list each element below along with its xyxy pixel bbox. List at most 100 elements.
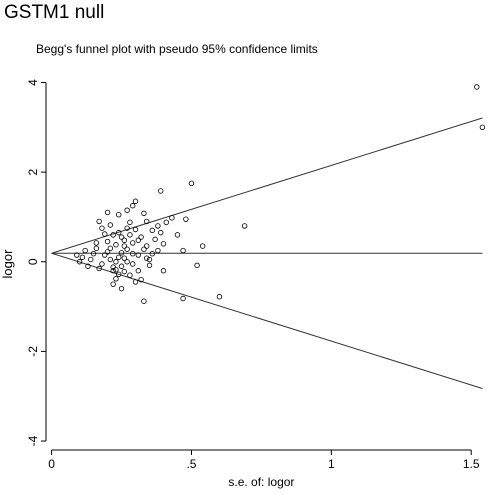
study-point bbox=[199, 243, 206, 249]
study-point bbox=[116, 271, 122, 278]
study-point bbox=[141, 298, 147, 304]
study-point bbox=[135, 268, 142, 274]
lower-confidence-limit bbox=[51, 252, 483, 390]
study-point bbox=[121, 237, 128, 243]
study-point bbox=[107, 256, 114, 263]
study-point bbox=[110, 232, 116, 238]
study-point bbox=[474, 84, 480, 90]
study-point bbox=[116, 211, 122, 218]
study-point bbox=[121, 255, 128, 261]
study-point bbox=[82, 247, 88, 254]
study-point bbox=[107, 222, 114, 228]
study-point bbox=[160, 268, 167, 274]
study-point bbox=[113, 267, 119, 273]
x-tick-label: 1 bbox=[328, 457, 335, 471]
y-tick-label: -2 bbox=[26, 346, 40, 357]
study-point bbox=[113, 259, 119, 265]
study-point bbox=[188, 180, 195, 187]
study-point bbox=[146, 256, 153, 263]
study-point bbox=[138, 276, 144, 283]
plot-axes bbox=[45, 82, 472, 451]
study-point bbox=[93, 245, 100, 252]
study-point bbox=[76, 259, 83, 265]
study-point bbox=[157, 188, 164, 194]
study-point bbox=[118, 250, 125, 256]
study-point bbox=[124, 207, 130, 213]
study-point bbox=[138, 234, 144, 240]
study-point bbox=[155, 223, 161, 229]
study-point bbox=[141, 246, 147, 252]
study-point bbox=[163, 219, 169, 226]
study-point bbox=[99, 225, 105, 231]
study-point bbox=[104, 209, 111, 216]
study-point bbox=[183, 216, 189, 222]
study-point bbox=[99, 261, 105, 267]
study-point bbox=[149, 227, 156, 234]
study-points bbox=[74, 84, 486, 304]
study-point bbox=[124, 225, 130, 231]
study-point bbox=[121, 243, 128, 249]
study-point bbox=[135, 237, 142, 243]
confidence-limit-lines bbox=[51, 117, 483, 390]
study-point bbox=[130, 250, 136, 257]
chart-title: Begg's funnel plot with pseudo 95% confi… bbox=[36, 42, 318, 56]
study-point bbox=[113, 242, 119, 248]
study-point bbox=[132, 198, 139, 204]
y-tick-label: 2 bbox=[26, 168, 40, 175]
study-point bbox=[104, 249, 111, 255]
study-point bbox=[118, 285, 125, 292]
study-point bbox=[132, 279, 139, 285]
axis-ticks: 4 2 0 -2 -4 0 .5 1 1.5 bbox=[26, 79, 480, 471]
study-point bbox=[107, 245, 114, 252]
study-point bbox=[144, 243, 150, 249]
study-point bbox=[90, 250, 97, 257]
study-point bbox=[118, 263, 125, 269]
study-point bbox=[96, 218, 102, 225]
study-point bbox=[127, 272, 133, 278]
study-point bbox=[132, 226, 139, 233]
study-point bbox=[127, 219, 133, 226]
study-point bbox=[124, 259, 130, 265]
study-point bbox=[241, 223, 248, 229]
study-point bbox=[141, 210, 147, 217]
study-point bbox=[110, 281, 116, 287]
study-point bbox=[157, 229, 164, 236]
study-point bbox=[130, 261, 136, 267]
study-point bbox=[135, 252, 142, 258]
study-point bbox=[85, 263, 91, 269]
study-point bbox=[155, 247, 161, 254]
y-tick-label: -4 bbox=[26, 435, 40, 446]
x-axis-label: s.e. of: logor bbox=[228, 475, 294, 489]
study-point bbox=[174, 232, 181, 238]
study-point bbox=[121, 268, 128, 275]
y-tick-label: 0 bbox=[26, 258, 40, 265]
study-point bbox=[116, 229, 122, 236]
y-tick-label: 4 bbox=[26, 79, 40, 86]
study-point bbox=[169, 215, 175, 221]
study-point bbox=[146, 262, 153, 269]
y-axis-label: logor bbox=[0, 249, 15, 279]
study-point bbox=[130, 203, 136, 209]
study-point bbox=[113, 276, 119, 282]
study-point bbox=[144, 218, 150, 225]
study-point bbox=[180, 295, 186, 302]
study-point bbox=[102, 252, 108, 258]
study-point bbox=[110, 268, 116, 274]
study-point bbox=[74, 252, 80, 258]
study-point bbox=[152, 236, 158, 243]
study-point bbox=[180, 247, 186, 254]
study-point bbox=[102, 231, 108, 237]
study-point bbox=[144, 255, 150, 261]
study-point bbox=[124, 246, 130, 252]
study-point bbox=[118, 234, 125, 240]
study-point bbox=[93, 240, 100, 246]
study-point bbox=[96, 265, 102, 272]
upper-confidence-limit bbox=[51, 117, 483, 254]
study-point bbox=[88, 256, 94, 263]
study-point bbox=[130, 240, 136, 246]
study-point bbox=[160, 241, 167, 247]
study-point bbox=[149, 250, 156, 257]
study-point bbox=[104, 238, 111, 245]
study-point bbox=[116, 254, 122, 260]
